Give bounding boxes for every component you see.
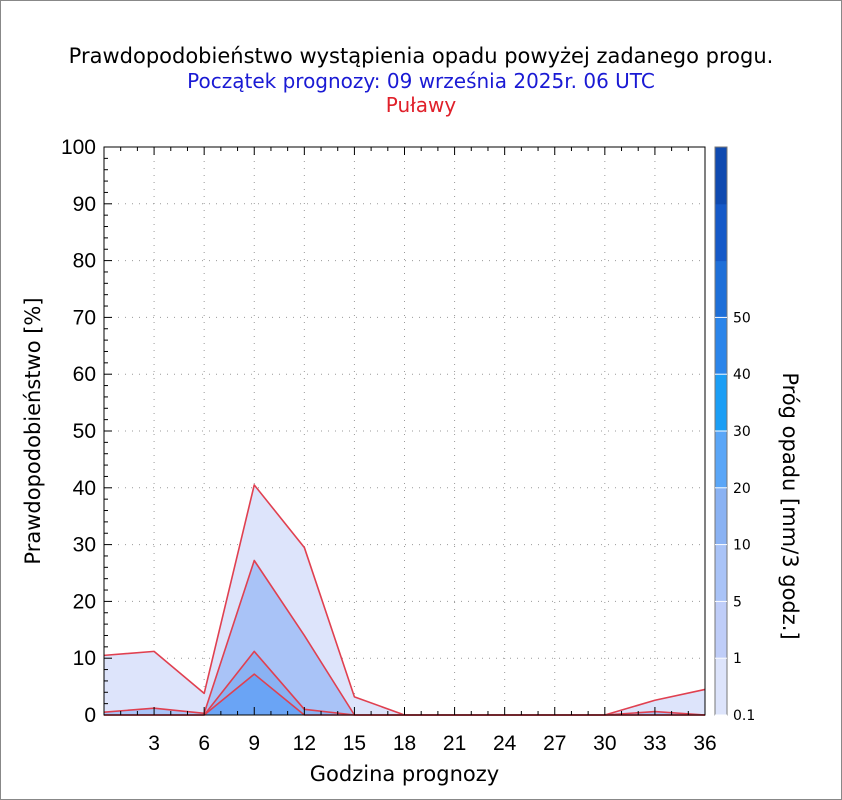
- colorbar-segment: [715, 317, 727, 375]
- colorbar-segment: [715, 658, 727, 716]
- colorbar-tick-label: 30: [733, 424, 751, 440]
- colorbar-segment: [715, 260, 727, 318]
- y-tick-label: 20: [73, 590, 96, 613]
- colorbar-tick-label: 10: [733, 538, 751, 554]
- colorbar-segment: [715, 147, 727, 205]
- location-label: Puławy: [385, 93, 457, 117]
- series-area-10: [104, 674, 705, 715]
- chart-subtitle: Początek prognozy: 09 września 2025r. 06…: [187, 69, 655, 93]
- colorbar-tick-label: 40: [733, 367, 751, 383]
- colorbar-segment: [715, 203, 727, 262]
- x-axis-label: Godzina prognozy: [310, 762, 499, 786]
- y-tick-label: 70: [73, 306, 96, 329]
- y-tick-label: 50: [73, 420, 96, 443]
- colorbar-tick-label: 1: [733, 651, 742, 667]
- colorbar-segment: [715, 601, 727, 659]
- y-tick-label: 60: [73, 363, 96, 386]
- colorbar-segment: [715, 374, 727, 432]
- colorbar-tick-label: 0.1: [733, 708, 755, 724]
- y-tick-label: 40: [73, 477, 96, 500]
- y-axis-label: Prawdopodobieństwo [%]: [21, 297, 45, 564]
- colorbar-tick-label: 20: [733, 481, 751, 497]
- y-tick-label: 30: [73, 534, 96, 557]
- x-tick-label: 33: [643, 732, 666, 755]
- y-tick-label: 10: [73, 647, 96, 670]
- colorbar-segment: [715, 544, 727, 602]
- colorbar-segment: [715, 487, 727, 546]
- x-tick-label: 30: [593, 732, 616, 755]
- colorbar-segment: [715, 431, 727, 489]
- y-tick-label: 100: [61, 136, 96, 159]
- x-tick-label: 6: [198, 732, 210, 755]
- colorbar-label: Próg opadu [mm/3 godz.]: [778, 372, 802, 639]
- x-tick-label: 21: [443, 732, 466, 755]
- x-tick-label: 18: [393, 732, 416, 755]
- plot-area: [104, 147, 705, 715]
- x-tick-label: 36: [693, 732, 716, 755]
- colorbar-tick-label: 50: [733, 310, 751, 326]
- y-tick-label: 90: [73, 193, 96, 216]
- x-tick-label: 24: [493, 732, 517, 755]
- chart-title: Prawdopodobieństwo wystąpienia opadu pow…: [68, 44, 774, 68]
- x-tick-label: 15: [343, 732, 366, 755]
- x-tick-label: 12: [293, 732, 316, 755]
- colorbar-tick-label: 5: [733, 594, 742, 610]
- x-tick-label: 27: [543, 732, 566, 755]
- y-tick-label: 0: [84, 704, 96, 727]
- y-tick-label: 80: [73, 250, 96, 273]
- colorbar: 0.1 1 5 10 20 30 40 50: [714, 146, 755, 724]
- x-tick-label: 3: [148, 732, 160, 755]
- x-tick-label: 9: [248, 732, 260, 755]
